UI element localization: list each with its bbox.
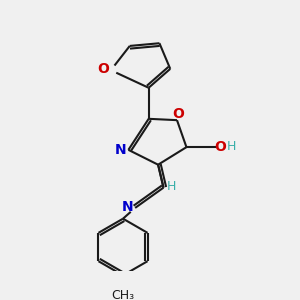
Text: N: N <box>115 143 127 157</box>
Text: N: N <box>122 200 134 214</box>
Text: O: O <box>214 140 226 154</box>
Text: H: H <box>226 140 236 153</box>
Text: CH₃: CH₃ <box>111 289 135 300</box>
Text: O: O <box>172 107 184 121</box>
Text: O: O <box>98 62 109 76</box>
Text: H: H <box>167 180 176 193</box>
